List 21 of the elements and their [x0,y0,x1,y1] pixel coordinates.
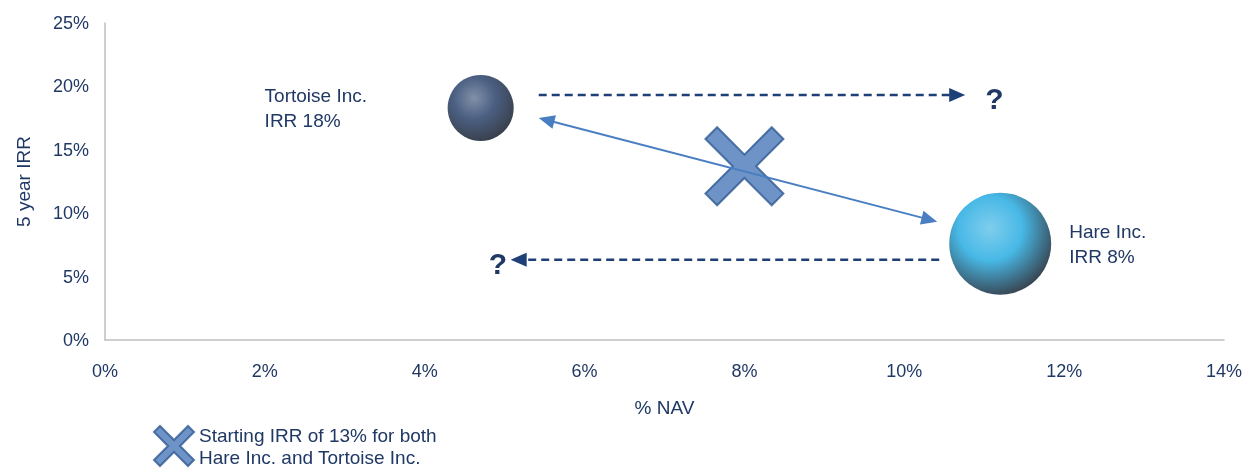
y-tick-label: 15% [52,139,89,160]
y-tick-label: 0% [62,330,89,350]
annotation: Hare Inc. IRR 8% [1069,220,1147,267]
y-axis-title: 5 year IRR [13,136,34,227]
annotation: ? [488,247,507,281]
x-tick-label: 14% [1205,361,1243,381]
legend-label: Starting IRR of 13% for both Hare Inc. and Tortoise Inc. [199,424,442,468]
x-tick-label: 4% [411,361,438,381]
y-tick-label: 20% [52,76,89,97]
annotation: Tortoise Inc. IRR 18% [264,84,368,131]
y-tick-label: 10% [52,203,89,224]
x-tick-label: 8% [731,361,758,381]
x-tick-label: 0% [91,361,119,381]
x-tick-label: 6% [571,361,598,381]
x-tick-label: 12% [1046,361,1083,381]
x-axis-title: % NAV [634,397,695,418]
annotation: ? [985,82,1004,116]
x-tick-label: 2% [251,361,278,381]
y-tick-label: 5% [62,266,89,287]
x-tick-label: 10% [886,361,923,381]
y-tick-label: 25% [52,13,89,33]
